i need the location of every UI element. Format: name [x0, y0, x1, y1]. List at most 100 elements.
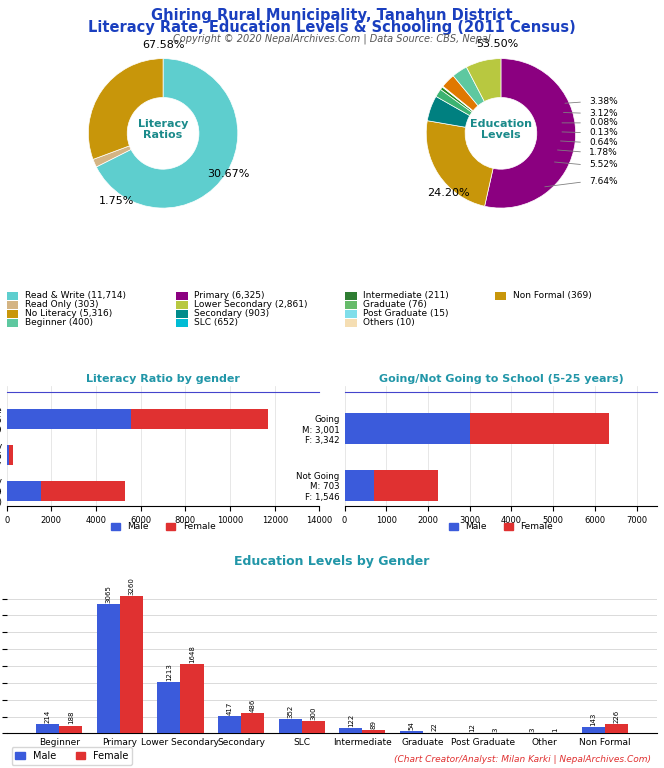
Text: 89: 89: [371, 720, 377, 729]
Text: (Chart Creator/Analyst: Milan Karki | NepalArchives.Com): (Chart Creator/Analyst: Milan Karki | Ne…: [394, 755, 651, 764]
Text: 0.13%: 0.13%: [589, 128, 618, 137]
Wedge shape: [443, 86, 473, 111]
Wedge shape: [443, 76, 478, 111]
Bar: [7, 319, 19, 326]
Text: Secondary (903): Secondary (903): [194, 310, 269, 318]
Title: Going/Not Going to School (5-25 years): Going/Not Going to School (5-25 years): [378, 374, 623, 384]
Bar: [339, 728, 363, 733]
Text: 1213: 1213: [166, 664, 172, 681]
Text: 0.08%: 0.08%: [589, 118, 618, 127]
Text: 67.58%: 67.58%: [142, 40, 185, 50]
Bar: [157, 682, 181, 733]
Text: 54: 54: [408, 721, 414, 730]
Bar: [176, 301, 187, 309]
Text: Literacy
Ratios: Literacy Ratios: [138, 119, 189, 141]
Bar: [7, 409, 131, 429]
Legend: Male, Female: Male, Female: [11, 747, 132, 765]
Bar: [7, 310, 19, 318]
Text: 3.12%: 3.12%: [589, 108, 618, 118]
Title: Literacy Ratio by gender: Literacy Ratio by gender: [86, 374, 240, 384]
Text: 3260: 3260: [128, 577, 134, 595]
Bar: [181, 664, 203, 733]
Bar: [41, 481, 125, 501]
Wedge shape: [466, 58, 501, 101]
Wedge shape: [93, 146, 131, 167]
Bar: [241, 713, 264, 733]
Bar: [7, 292, 19, 300]
Wedge shape: [428, 97, 469, 127]
Text: 300: 300: [310, 707, 316, 720]
Text: No Literacy (5,316): No Literacy (5,316): [25, 310, 112, 318]
Text: 214: 214: [44, 710, 50, 723]
Text: 30.67%: 30.67%: [208, 170, 250, 180]
Text: 7.64%: 7.64%: [589, 177, 618, 187]
Text: 1648: 1648: [189, 645, 195, 663]
Legend: Male, Female: Male, Female: [107, 518, 219, 535]
Text: 226: 226: [614, 710, 620, 723]
Wedge shape: [426, 121, 493, 207]
Text: 12: 12: [469, 723, 475, 732]
Text: 22: 22: [432, 723, 438, 731]
Text: 3: 3: [492, 728, 498, 732]
Text: Others (10): Others (10): [363, 318, 415, 327]
Bar: [345, 310, 357, 318]
Bar: [469, 413, 609, 444]
Wedge shape: [88, 58, 163, 160]
Text: Non Formal (369): Non Formal (369): [513, 291, 592, 300]
Text: 122: 122: [348, 714, 354, 727]
Bar: [495, 292, 507, 300]
Bar: [176, 319, 187, 326]
Bar: [582, 727, 605, 733]
Bar: [176, 292, 187, 300]
Text: 0.64%: 0.64%: [589, 137, 618, 147]
Bar: [97, 604, 120, 733]
Bar: [37, 724, 59, 733]
Text: 1: 1: [552, 728, 558, 733]
Text: Read Only (303): Read Only (303): [25, 300, 98, 309]
Bar: [120, 596, 143, 733]
Bar: [7, 445, 9, 465]
Bar: [400, 731, 423, 733]
Text: 3: 3: [530, 728, 536, 732]
Text: 352: 352: [287, 704, 293, 717]
Text: 1.75%: 1.75%: [99, 196, 134, 206]
Bar: [345, 319, 357, 326]
Text: 5.52%: 5.52%: [589, 161, 618, 169]
Bar: [7, 301, 19, 309]
Text: Copyright © 2020 NepalArchives.Com | Data Source: CBS, Nepal: Copyright © 2020 NepalArchives.Com | Dat…: [173, 33, 491, 44]
Bar: [176, 310, 187, 318]
Text: Literacy Rate, Education Levels & Schooling (2011 Census): Literacy Rate, Education Levels & School…: [88, 20, 576, 35]
Bar: [59, 726, 82, 733]
Text: SLC (652): SLC (652): [194, 318, 238, 327]
Bar: [218, 716, 241, 733]
Wedge shape: [454, 67, 484, 106]
Bar: [345, 413, 469, 444]
Title: Education Levels by Gender: Education Levels by Gender: [234, 555, 430, 568]
Bar: [345, 292, 357, 300]
Text: Ghiring Rural Municipality, Tanahun District: Ghiring Rural Municipality, Tanahun Dist…: [151, 8, 513, 23]
Bar: [363, 730, 385, 733]
Text: Lower Secondary (2,861): Lower Secondary (2,861): [194, 300, 307, 309]
Bar: [345, 301, 357, 309]
Text: 3.38%: 3.38%: [589, 98, 618, 107]
Text: Education
Levels: Education Levels: [470, 119, 532, 141]
Text: 486: 486: [250, 699, 256, 712]
Bar: [131, 409, 268, 429]
Text: Intermediate (211): Intermediate (211): [363, 291, 449, 300]
Wedge shape: [440, 87, 473, 112]
Text: 53.50%: 53.50%: [476, 38, 519, 48]
Bar: [345, 469, 374, 501]
Legend: Male, Female: Male, Female: [445, 518, 557, 535]
Text: 417: 417: [226, 701, 232, 715]
Bar: [9, 445, 13, 465]
Bar: [279, 719, 301, 733]
Bar: [374, 469, 438, 501]
Text: Read & Write (11,714): Read & Write (11,714): [25, 291, 126, 300]
Text: 24.20%: 24.20%: [428, 188, 470, 198]
Text: 1.78%: 1.78%: [589, 147, 618, 157]
Text: Primary (6,325): Primary (6,325): [194, 291, 264, 300]
Wedge shape: [485, 58, 576, 208]
Wedge shape: [436, 89, 472, 116]
Text: 143: 143: [590, 713, 596, 727]
Wedge shape: [96, 58, 238, 208]
